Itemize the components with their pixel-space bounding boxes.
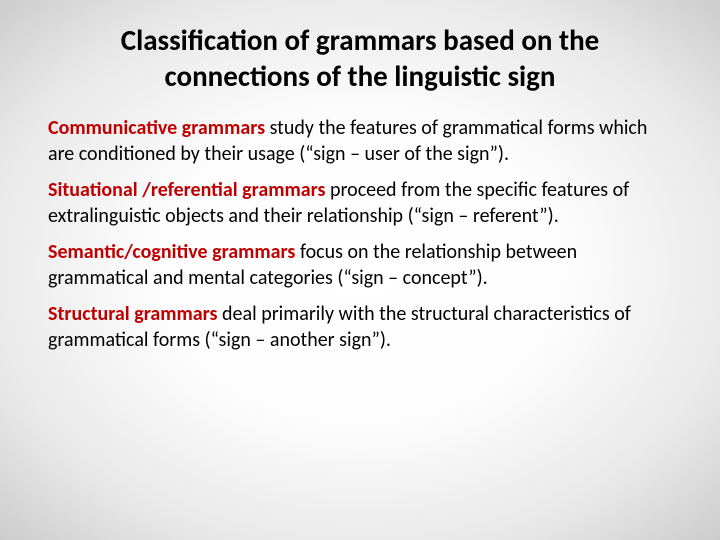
slide: Classification of grammars based on the …	[0, 0, 720, 540]
term-semantic: Semantic/cognitive grammars	[48, 240, 300, 264]
paragraph-semantic: Semantic/cognitive grammars focus on the…	[48, 239, 672, 291]
slide-body: Communicative grammars study the feature…	[48, 115, 672, 353]
term-communicative: Communicative grammars	[48, 116, 270, 140]
slide-title: Classification of grammars based on the …	[48, 22, 672, 95]
term-structural: Structural grammars	[48, 302, 222, 326]
term-situational: Situational /referential grammars	[48, 178, 330, 202]
paragraph-structural: Structural grammars deal primarily with …	[48, 301, 672, 353]
paragraph-communicative: Communicative grammars study the feature…	[48, 115, 672, 167]
paragraph-situational: Situational /referential grammars procee…	[48, 177, 672, 229]
